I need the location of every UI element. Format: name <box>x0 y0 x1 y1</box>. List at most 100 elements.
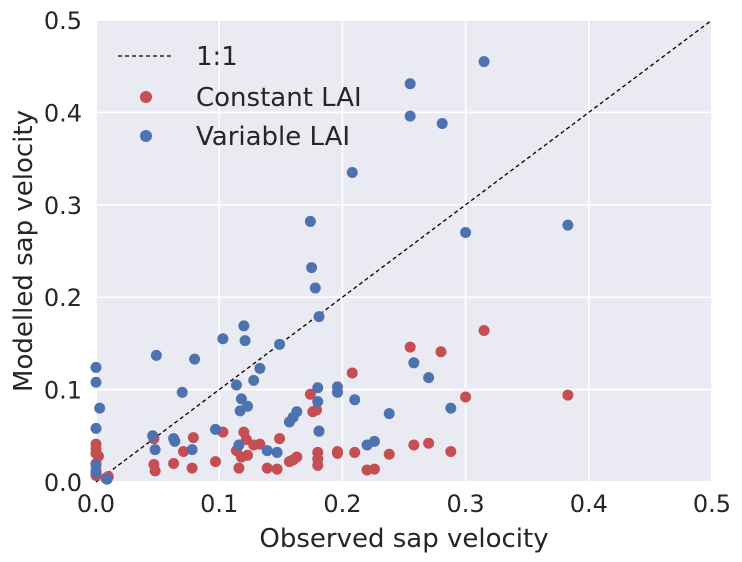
data-point <box>261 445 273 457</box>
y-axis-label: Modelled sap velocity <box>9 110 39 392</box>
legend-label-reference: 1:1 <box>196 42 238 72</box>
data-point <box>312 459 324 471</box>
data-point <box>445 402 457 414</box>
data-point <box>312 382 324 394</box>
data-point <box>271 446 283 458</box>
data-point <box>408 439 420 451</box>
legend-marker-variable-lai <box>140 130 152 142</box>
data-point <box>306 262 318 274</box>
data-point <box>94 402 106 414</box>
data-point <box>478 324 490 336</box>
data-points <box>90 56 574 485</box>
y-tick-label: 0.0 <box>44 469 82 497</box>
data-point <box>404 341 416 353</box>
legend: 1:1 Constant LAI Variable LAI <box>118 42 362 152</box>
x-tick-label: 0.1 <box>200 490 238 518</box>
data-point <box>423 437 435 449</box>
data-point <box>312 396 324 408</box>
data-point <box>176 386 188 398</box>
data-point <box>274 338 286 350</box>
data-point <box>210 456 222 468</box>
data-point <box>423 372 435 384</box>
y-tick-label: 0.2 <box>44 284 82 312</box>
series-variable-lai <box>90 56 574 485</box>
one-to-one-line <box>95 19 713 483</box>
x-tick-label: 0.2 <box>323 490 361 518</box>
data-point <box>169 435 181 447</box>
legend-marker-constant-lai <box>140 91 152 103</box>
data-point <box>368 435 380 447</box>
data-point <box>404 78 416 90</box>
data-point <box>186 462 198 474</box>
data-point <box>187 432 199 444</box>
data-point <box>349 394 361 406</box>
legend-label-constant-lai: Constant LAI <box>196 83 362 113</box>
data-point <box>346 166 358 178</box>
data-point <box>331 386 343 398</box>
x-axis-label: Observed sap velocity <box>259 524 548 554</box>
data-point <box>150 349 162 361</box>
data-point <box>147 430 159 442</box>
data-point <box>186 444 198 456</box>
data-point <box>460 227 472 239</box>
data-point <box>478 56 490 68</box>
data-point <box>404 110 416 122</box>
data-point <box>168 458 180 470</box>
data-point <box>460 391 472 403</box>
data-point <box>445 446 457 458</box>
data-point <box>238 320 250 332</box>
data-point <box>313 311 325 323</box>
y-tick-label: 0.5 <box>44 7 82 35</box>
data-point <box>239 335 251 347</box>
data-point <box>313 425 325 437</box>
data-point <box>90 467 102 479</box>
data-point <box>304 215 316 227</box>
y-tick-label: 0.3 <box>44 192 82 220</box>
data-point <box>383 448 395 460</box>
grid <box>95 19 713 483</box>
x-tick-label: 0.5 <box>693 490 731 518</box>
data-point <box>90 422 102 434</box>
data-point <box>242 449 254 461</box>
data-point <box>331 447 343 459</box>
data-point <box>368 463 380 475</box>
data-point <box>436 117 448 129</box>
data-point <box>271 463 283 475</box>
data-point <box>346 367 358 379</box>
data-point <box>235 393 247 405</box>
data-point <box>562 219 574 231</box>
data-point <box>274 433 286 445</box>
data-point <box>90 361 102 373</box>
data-point <box>435 346 447 358</box>
x-tick-label: 0.3 <box>447 490 485 518</box>
data-point <box>349 446 361 458</box>
x-tick-label: 0.0 <box>77 490 115 518</box>
data-point <box>304 388 316 400</box>
data-point <box>242 400 254 412</box>
data-point <box>311 404 323 416</box>
y-tick-labels: 0.0 0.1 0.2 0.3 0.4 0.5 <box>44 7 82 497</box>
data-point <box>254 362 266 374</box>
x-tick-labels: 0.0 0.1 0.2 0.3 0.4 0.5 <box>77 490 731 518</box>
x-tick-label: 0.4 <box>570 490 608 518</box>
data-point <box>562 389 574 401</box>
data-point <box>261 462 273 474</box>
legend-label-variable-lai: Variable LAI <box>196 122 350 152</box>
data-point <box>230 379 242 391</box>
y-tick-label: 0.4 <box>44 99 82 127</box>
data-point <box>210 423 222 435</box>
data-point <box>291 406 303 418</box>
y-tick-label: 0.1 <box>44 377 82 405</box>
data-point <box>189 353 201 365</box>
data-point <box>149 465 161 477</box>
data-point <box>408 357 420 369</box>
data-point <box>248 374 260 386</box>
data-point <box>291 451 303 463</box>
data-point <box>90 376 102 388</box>
data-point <box>101 473 113 485</box>
data-point <box>233 439 245 451</box>
data-point <box>177 446 189 458</box>
data-point <box>233 462 245 474</box>
data-point <box>217 333 229 345</box>
